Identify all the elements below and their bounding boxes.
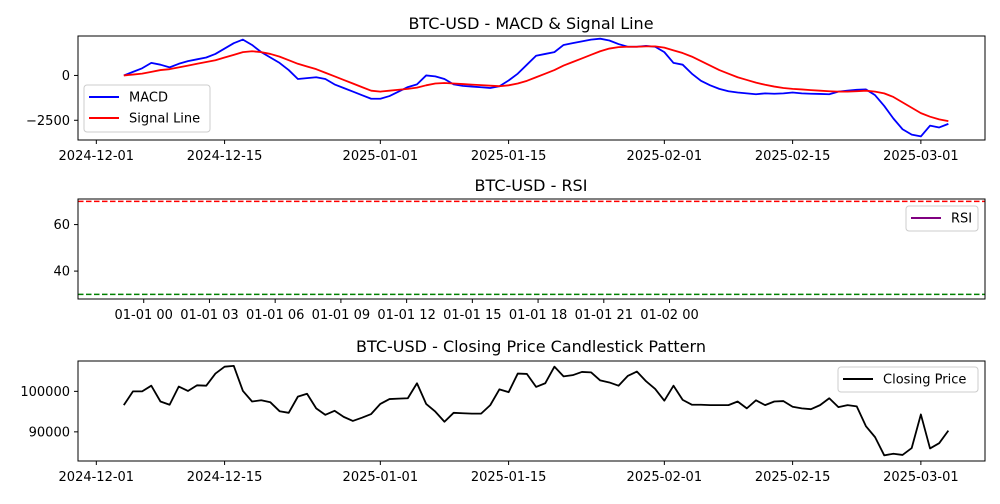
rsi-title: BTC-USD - RSI — [475, 176, 588, 195]
macd-legend-label-macd: MACD — [129, 91, 168, 106]
price-xtick-label: 2024-12-15 — [187, 470, 263, 485]
price-legend-box — [837, 366, 979, 393]
price-xtick-label: 2025-02-15 — [755, 470, 831, 485]
rsi-xtick-label: 01-01 12 — [377, 308, 435, 323]
rsi-panel: BTC-USD - RSI 01-01 00 01-01 03 01-01 06 01… — [53, 176, 986, 323]
price-panel: BTC-USD - Closing Price Candlestick Patt… — [20, 337, 986, 485]
rsi-ticks: 01-01 00 01-01 03 01-01 06 01-01 09 01-01 12… — [53, 218, 698, 323]
rsi-xtick-label: 01-01 15 — [443, 308, 501, 323]
price-axes-frame — [77, 360, 986, 462]
price-xtick-label: 2024-12-01 — [59, 470, 135, 485]
rsi-xtick-label: 01-01 00 — [114, 308, 172, 323]
price-series — [123, 364, 950, 457]
price-xtick-label: 2025-02-01 — [627, 470, 703, 485]
macd-xtick-label: 2025-01-01 — [343, 149, 419, 164]
macd-panel: BTC-USD - MACD & Signal Line 2024-12-01 2… — [26, 14, 986, 164]
rsi-xtick-label: 01-01 06 — [246, 308, 304, 323]
price-ytick-label: 100000 — [20, 385, 70, 400]
macd-legend: MACD Signal Line — [83, 84, 211, 133]
macd-ytick-label: −2500 — [26, 114, 70, 129]
rsi-xtick-label: 01-01 03 — [180, 308, 238, 323]
macd-xtick-label: 2025-02-15 — [755, 149, 831, 164]
price-ytick-label: 90000 — [29, 425, 70, 440]
price-series-line-closing-price — [123, 364, 950, 457]
rsi-xtick-label: 01-02 00 — [640, 308, 698, 323]
rsi-ytick-label: 40 — [53, 265, 70, 280]
price-legend-label: Closing Price — [883, 373, 966, 388]
macd-series — [123, 37, 949, 138]
macd-ticks: 2024-12-01 2024-12-15 2025-01-01 2025-01-15… — [26, 69, 959, 164]
price-xtick-label: 2025-01-15 — [471, 470, 547, 485]
rsi-legend-box — [905, 205, 979, 232]
rsi-axes-frame — [77, 198, 986, 300]
macd-series-line-signal-line — [123, 45, 949, 123]
price-title: BTC-USD - Closing Price Candlestick Patt… — [356, 337, 706, 356]
macd-axes-frame — [77, 35, 986, 141]
rsi-legend-label: RSI — [951, 212, 972, 227]
macd-xtick-label: 2024-12-15 — [187, 149, 263, 164]
price-ticks: 2024-12-01 2024-12-15 2025-01-01 2025-01-15… — [20, 385, 958, 485]
macd-title: BTC-USD - MACD & Signal Line — [408, 14, 653, 33]
price-legend: Closing Price — [837, 366, 979, 393]
rsi-xtick-label: 01-01 09 — [312, 308, 370, 323]
macd-xtick-label: 2024-12-01 — [59, 149, 135, 164]
rsi-xtick-label: 01-01 18 — [509, 308, 567, 323]
macd-xtick-label: 2025-01-15 — [471, 149, 547, 164]
rsi-ytick-label: 60 — [53, 218, 70, 233]
macd-legend-label-signal: Signal Line — [129, 112, 200, 127]
rsi-xtick-label: 01-01 21 — [575, 308, 633, 323]
rsi-legend: RSI — [905, 205, 979, 232]
rsi-series — [78, 200, 985, 296]
macd-xtick-label: 2025-02-01 — [627, 149, 703, 164]
macd-xtick-label: 2025-03-01 — [883, 149, 959, 164]
macd-ytick-label: 0 — [62, 69, 70, 84]
price-xtick-label: 2025-03-01 — [883, 470, 959, 485]
price-xtick-label: 2025-01-01 — [343, 470, 419, 485]
